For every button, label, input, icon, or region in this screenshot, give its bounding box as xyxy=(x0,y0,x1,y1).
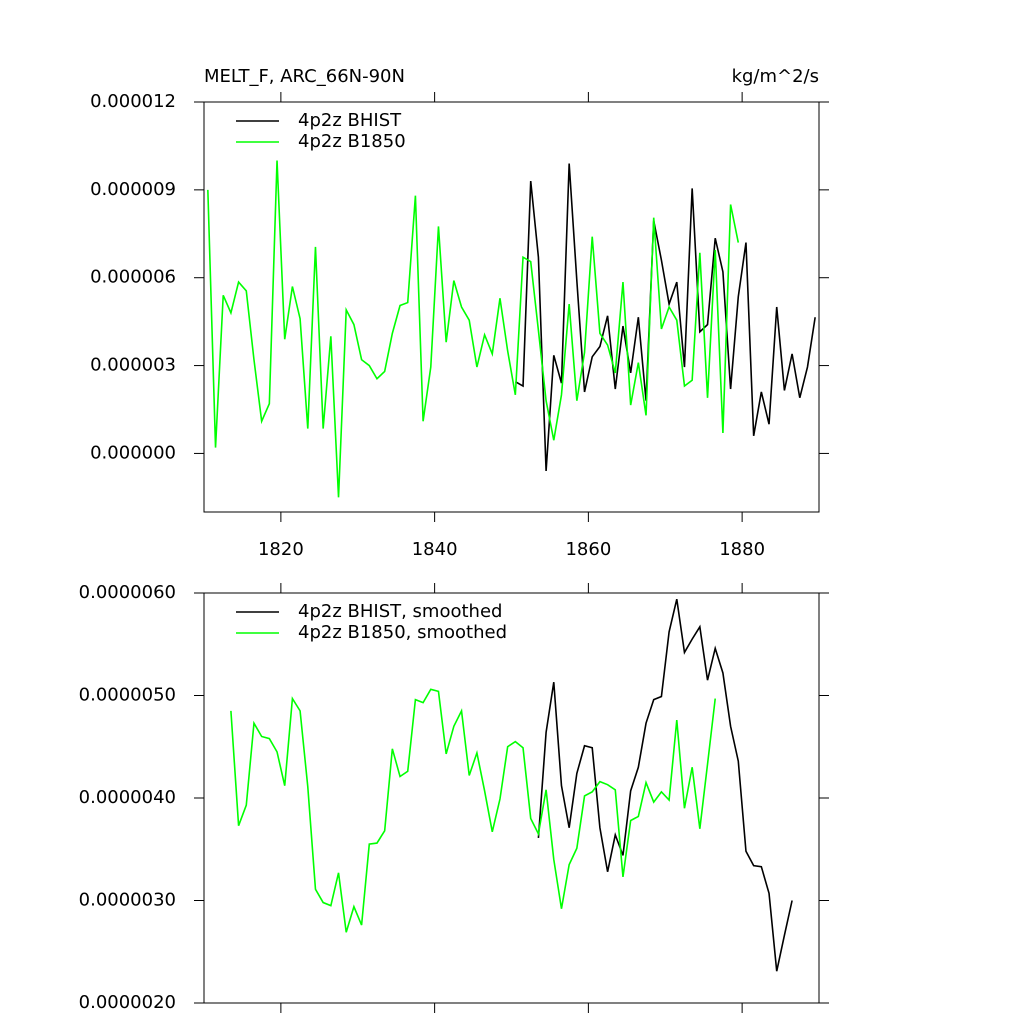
y-tick-label: 0.0000030 xyxy=(79,890,176,911)
x-tick-label: 1840 xyxy=(412,539,458,560)
x-tick-label: 1880 xyxy=(719,539,765,560)
plot-frame xyxy=(203,592,820,1004)
series-line xyxy=(514,163,816,472)
legend-label: 4p2z BHIST, smoothed xyxy=(298,601,502,622)
y-tick-label: 0.000000 xyxy=(90,442,176,463)
units-label: kg/m^2/s xyxy=(732,66,819,87)
plot-frame xyxy=(203,101,820,513)
y-tick-label: 0.0000060 xyxy=(79,582,176,603)
y-tick-label: 0.000009 xyxy=(90,179,176,200)
x-tick-label: 1820 xyxy=(258,539,304,560)
chart-title: MELT_F, ARC_66N-90N xyxy=(204,66,405,87)
y-tick-label: 0.0000050 xyxy=(79,685,176,706)
series-line xyxy=(230,688,717,933)
y-tick-label: 0.000012 xyxy=(90,91,176,112)
x-tick-label: 1860 xyxy=(565,539,611,560)
y-tick-label: 0.0000040 xyxy=(79,787,176,808)
y-tick-label: 0.000003 xyxy=(90,355,176,376)
legend-label: 4p2z B1850, smoothed xyxy=(298,622,507,643)
legend-label: 4p2z B1850 xyxy=(298,131,406,152)
legend-label: 4p2z BHIST xyxy=(298,110,402,131)
series-line xyxy=(207,160,740,498)
series-line xyxy=(537,598,793,972)
y-tick-label: 0.0000020 xyxy=(79,992,176,1013)
y-tick-label: 0.000006 xyxy=(90,267,176,288)
